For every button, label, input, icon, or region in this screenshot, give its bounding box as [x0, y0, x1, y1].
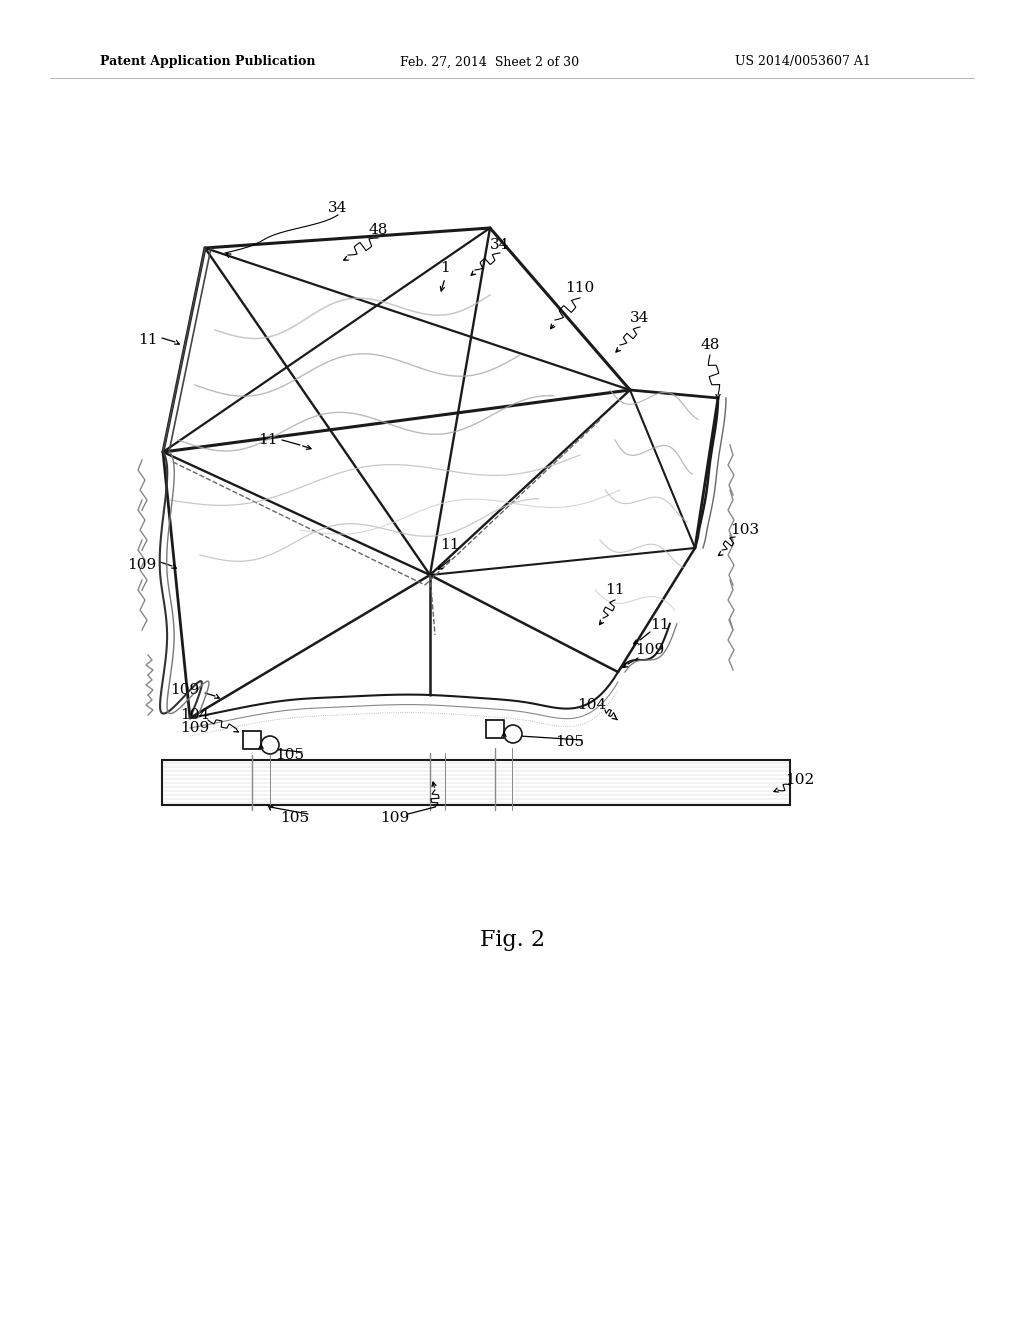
Text: Fig. 2: Fig. 2	[479, 929, 545, 950]
Text: 104: 104	[578, 698, 606, 711]
Circle shape	[504, 725, 522, 743]
Text: 105: 105	[275, 748, 304, 762]
Text: 109: 109	[380, 810, 410, 825]
Text: 48: 48	[700, 338, 720, 352]
Text: Patent Application Publication: Patent Application Publication	[100, 55, 315, 69]
Text: 110: 110	[565, 281, 595, 294]
Text: 104: 104	[180, 708, 210, 722]
Text: 11: 11	[605, 583, 625, 597]
Text: 1: 1	[440, 261, 450, 275]
Text: 11: 11	[650, 618, 670, 632]
Text: 103: 103	[730, 523, 760, 537]
Text: US 2014/0053607 A1: US 2014/0053607 A1	[735, 55, 870, 69]
Text: 105: 105	[555, 735, 585, 748]
Text: 109: 109	[127, 558, 157, 572]
Text: 109: 109	[635, 643, 665, 657]
Text: 11: 11	[258, 433, 278, 447]
Text: 11: 11	[440, 539, 460, 552]
Text: Feb. 27, 2014  Sheet 2 of 30: Feb. 27, 2014 Sheet 2 of 30	[400, 55, 580, 69]
Text: 48: 48	[369, 223, 388, 238]
Text: 105: 105	[281, 810, 309, 825]
Text: 34: 34	[329, 201, 348, 215]
Text: 102: 102	[785, 774, 815, 787]
Text: 109: 109	[170, 682, 200, 697]
Text: 11: 11	[138, 333, 158, 347]
Circle shape	[261, 737, 279, 754]
Text: 34: 34	[631, 312, 649, 325]
Text: 109: 109	[180, 721, 210, 735]
Text: 34: 34	[490, 238, 510, 252]
